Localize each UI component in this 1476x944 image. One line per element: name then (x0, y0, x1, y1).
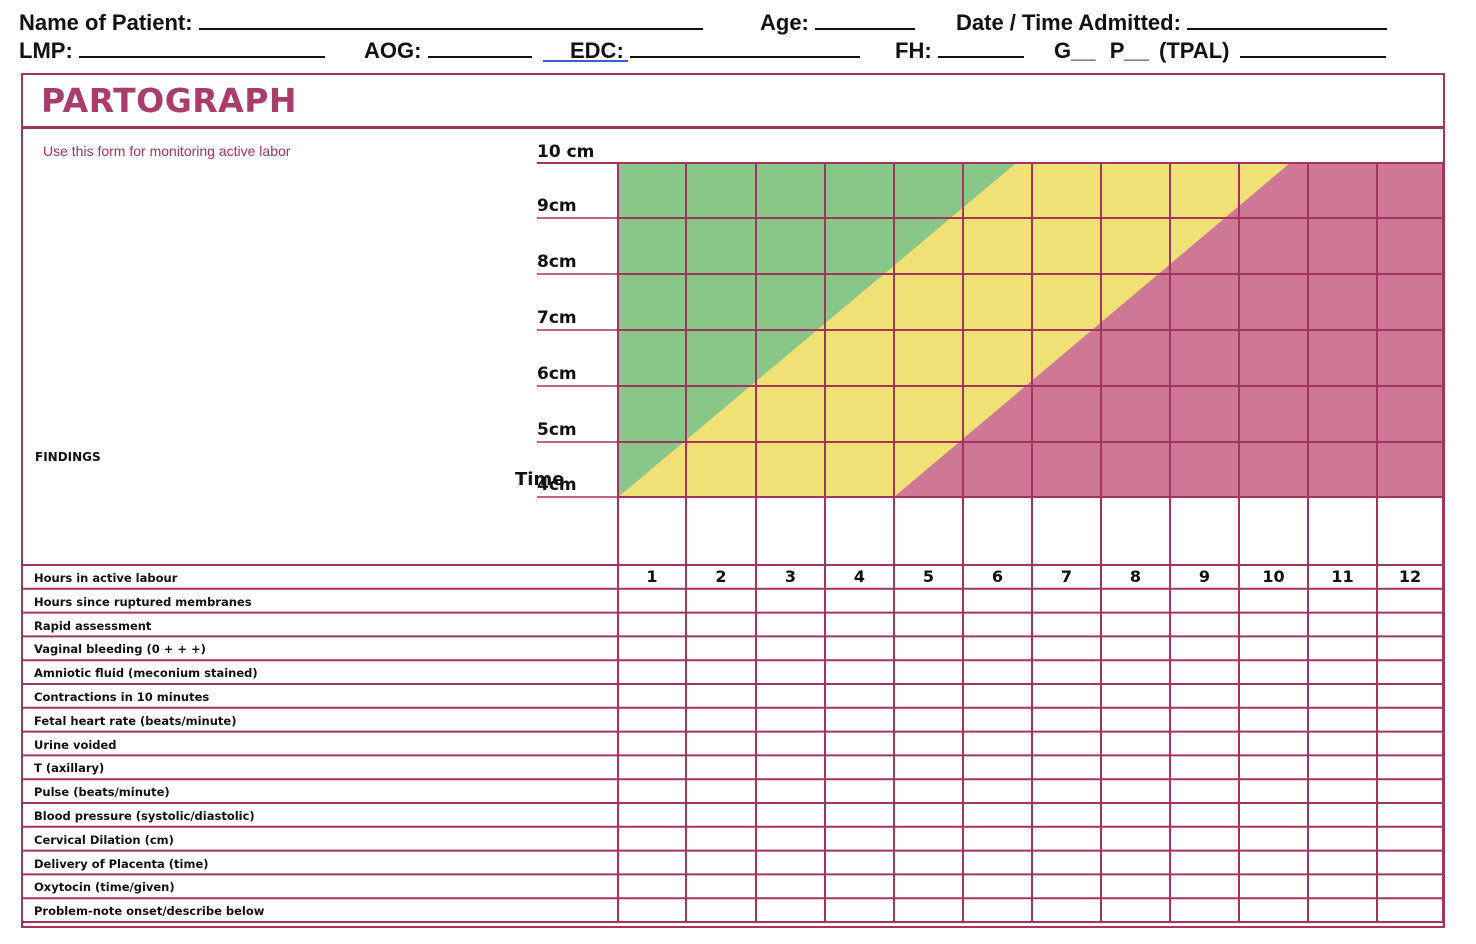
dilation-label: 8cm (537, 252, 577, 272)
lmp-field[interactable]: LMP: (19, 38, 325, 64)
date-time-admitted-field[interactable]: Date / Time Admitted: (956, 10, 1388, 36)
para-label: P__ (1109, 38, 1149, 63)
hour-label: 11 (1331, 567, 1354, 586)
findings-label: FINDINGS (35, 450, 101, 464)
hour-label: 5 (922, 567, 935, 586)
finding-row-label: Hours since ruptured membranes (34, 594, 252, 609)
date-time-admitted-input[interactable] (1187, 10, 1388, 30)
finding-row-label: Blood pressure (systolic/diastolic) (34, 809, 255, 823)
hour-label: 7 (1060, 567, 1073, 586)
hour-label: 9 (1198, 567, 1211, 586)
finding-row-label: Amniotic fluid (meconium stained) (34, 666, 258, 681)
finding-row-label: Fetal heart rate (beats/minute) (34, 713, 237, 728)
name-of-patient-field[interactable]: Name of Patient: (19, 10, 703, 36)
finding-row-label: Contractions in 10 minutes (34, 690, 210, 704)
dilation-label: 6cm (537, 364, 577, 384)
finding-row-label: Urine voided (34, 737, 117, 752)
age-input[interactable] (815, 10, 916, 30)
fh-input[interactable] (937, 38, 1024, 58)
finding-row-label: T (axillary) (34, 761, 105, 776)
edc-input[interactable] (629, 38, 860, 58)
finding-row-label: Rapid assessment (34, 618, 152, 633)
hour-label: 10 (1262, 567, 1285, 586)
fh-field[interactable]: FH: (895, 38, 1024, 64)
hour-label: 8 (1129, 567, 1142, 586)
hour-label: 2 (715, 567, 727, 586)
name-of-patient-input[interactable] (198, 10, 703, 30)
edc-label: EDC: (570, 38, 624, 63)
date-time-admitted-label: Date / Time Admitted: (956, 10, 1181, 35)
grid-lines (22, 126, 1444, 923)
form-subtitle: Use this form for monitoring active labo… (43, 143, 291, 159)
time-label: Time (515, 469, 565, 490)
lmp-input[interactable] (78, 38, 325, 58)
finding-row-label: Pulse (beats/minute) (34, 785, 170, 800)
hour-label: 4 (853, 567, 866, 586)
aog-label: AOG: (364, 38, 422, 63)
tpal-label: (TPAL) (1159, 38, 1230, 63)
finding-row-label: Problem-note onset/describe below (34, 904, 265, 919)
gravida-para-field[interactable]: G__ P__ (TPAL) (1054, 38, 1386, 64)
dilation-label: 7cm (537, 308, 577, 328)
finding-row-label: Hours in active labour (34, 571, 178, 585)
name-of-patient-label: Name of Patient: (19, 10, 193, 35)
dilation-label: 9cm (537, 196, 577, 216)
aog-input[interactable] (427, 38, 532, 58)
finding-row-label: Cervical Dilation (cm) (34, 832, 174, 847)
aog-field[interactable]: AOG: (364, 38, 532, 64)
age-label: Age: (760, 10, 809, 35)
hour-label: 3 (784, 567, 797, 586)
tpal-input[interactable] (1239, 38, 1386, 58)
gravida-label: G__ (1054, 38, 1096, 63)
fh-label: FH: (895, 38, 932, 63)
dilation-label: 5cm (537, 420, 577, 440)
dilation-label: 10 cm (537, 142, 595, 162)
finding-row-label: Vaginal bleeding (0 + + +) (34, 642, 206, 657)
form-title: PARTOGRAPH (41, 81, 298, 120)
hour-label: 12 (1398, 567, 1422, 586)
age-field[interactable]: Age: (760, 10, 916, 36)
edc-underline (543, 60, 628, 62)
lmp-label: LMP: (19, 38, 73, 63)
finding-row-label: Delivery of Placenta (time) (34, 856, 209, 871)
hour-label: 1 (646, 567, 658, 586)
edc-field[interactable]: EDC: (570, 38, 860, 64)
finding-row-label: Oxytocin (time/given) (34, 880, 175, 895)
hour-label: 6 (991, 567, 1004, 586)
dilation-label: 4cm (537, 475, 577, 495)
